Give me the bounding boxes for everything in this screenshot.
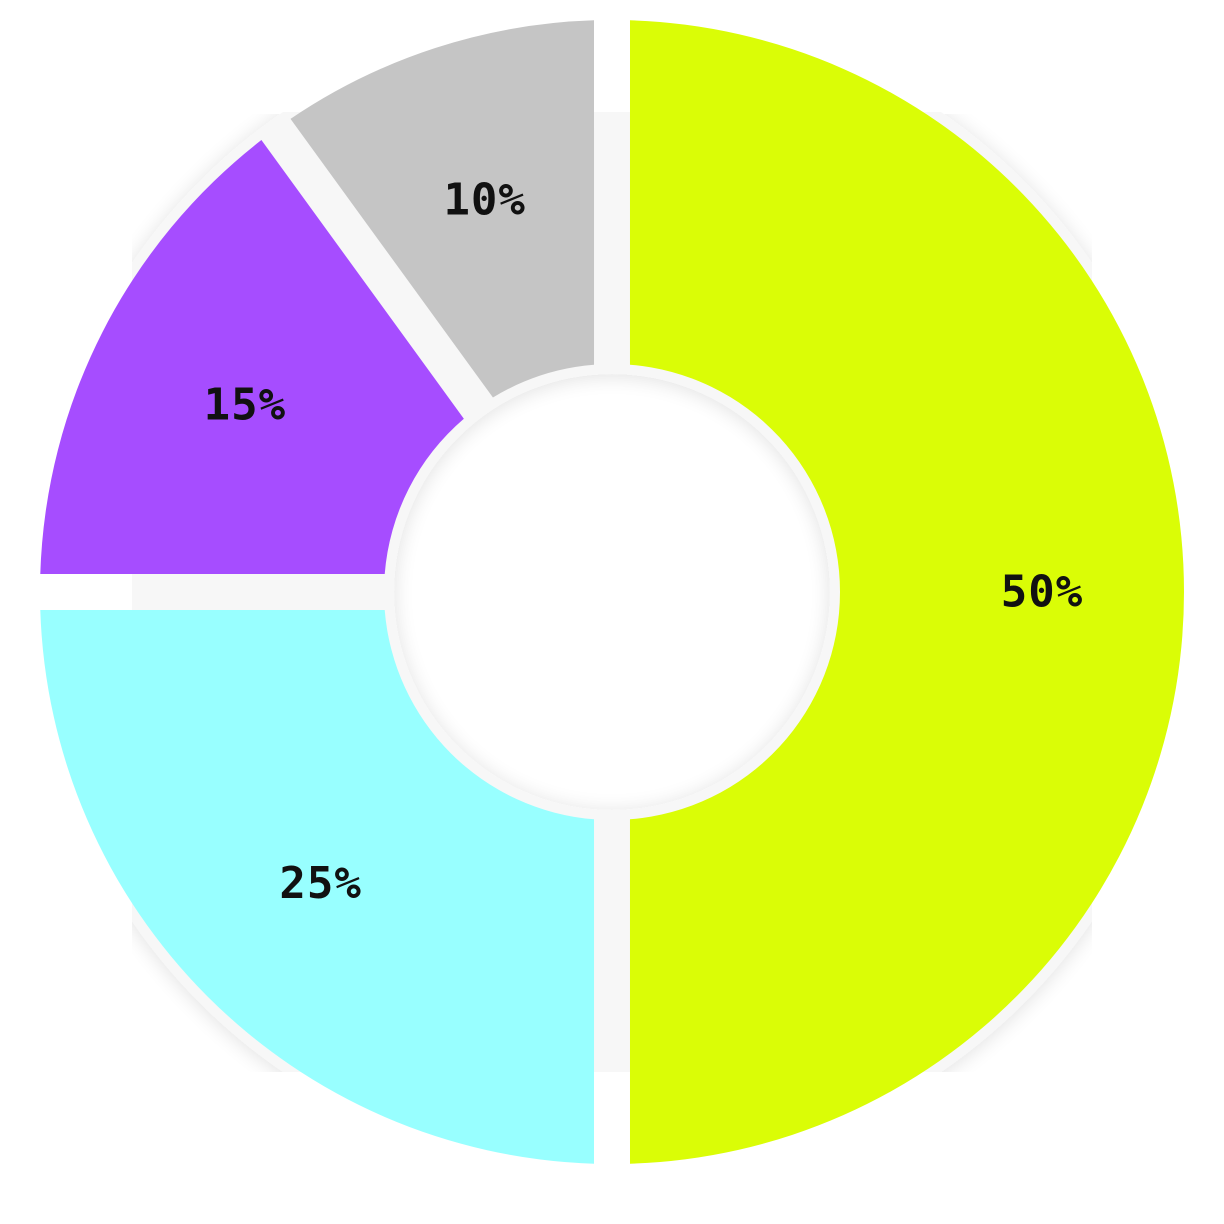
donut-labels: 50% 25% 15% 10% (204, 175, 1083, 909)
donut-slice-10 (290, 20, 595, 398)
donut-slice-label: 10% (443, 175, 525, 226)
donut-slice-label: 50% (1001, 567, 1083, 618)
donut-slice-15 (40, 140, 464, 575)
donut-slice-label: 25% (279, 858, 361, 909)
donut-slice-label: 15% (204, 379, 286, 430)
donut-slice-25 (40, 609, 595, 1164)
donut-slices (40, 20, 1184, 1164)
donut-slice-50 (629, 20, 1184, 1164)
